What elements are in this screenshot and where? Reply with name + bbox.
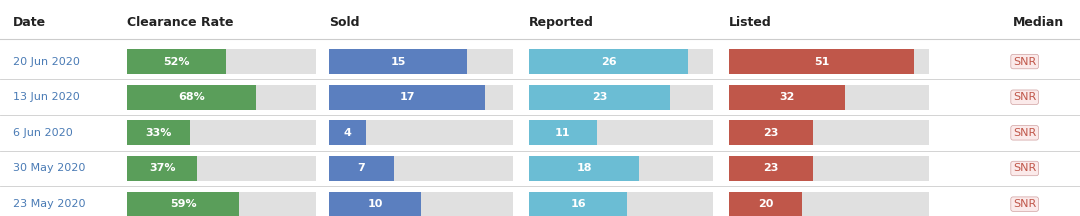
Bar [329,49,513,74]
Bar [329,192,513,216]
Text: SNR: SNR [1013,199,1037,209]
Text: 23: 23 [764,128,779,138]
Text: Reported: Reported [529,16,594,29]
Text: 18: 18 [577,164,592,173]
Text: 4: 4 [343,128,352,138]
Text: Median: Median [1013,16,1064,29]
Bar [127,192,239,216]
Text: 16: 16 [570,199,586,209]
Text: 17: 17 [400,92,415,102]
Text: 10: 10 [367,199,383,209]
Text: 6 Jun 2020: 6 Jun 2020 [13,128,72,138]
Bar [329,121,366,145]
Bar [127,49,226,74]
Bar [329,156,513,181]
Bar [529,85,713,110]
Bar [529,121,713,145]
Text: 33%: 33% [146,128,172,138]
Bar [729,192,929,216]
Bar [729,49,915,74]
Text: 15: 15 [391,57,406,67]
Text: 23: 23 [764,164,779,173]
Bar [729,49,929,74]
Text: 68%: 68% [178,92,205,102]
Bar [329,85,513,110]
Bar [529,85,670,110]
Text: 20 Jun 2020: 20 Jun 2020 [13,57,80,67]
Bar [127,49,316,74]
Bar [329,121,513,145]
Bar [127,85,256,110]
Text: 11: 11 [555,128,570,138]
Bar [127,192,316,216]
Text: 37%: 37% [149,164,176,173]
Bar [529,192,713,216]
Bar [729,156,929,181]
Text: 51: 51 [814,57,829,67]
Text: 30 May 2020: 30 May 2020 [13,164,85,173]
Text: 23: 23 [592,92,607,102]
Bar [729,85,929,110]
Bar [729,156,812,181]
Text: 13 Jun 2020: 13 Jun 2020 [13,92,80,102]
Text: 32: 32 [780,92,795,102]
Bar [529,49,713,74]
Text: SNR: SNR [1013,164,1037,173]
Bar [529,49,688,74]
Bar [529,156,713,181]
Text: SNR: SNR [1013,128,1037,138]
Text: Date: Date [13,16,46,29]
Bar [729,121,812,145]
Bar [529,121,596,145]
Text: 26: 26 [600,57,617,67]
Text: SNR: SNR [1013,57,1037,67]
Bar [127,121,190,145]
Bar [127,85,316,110]
Bar [329,156,393,181]
Bar [127,156,198,181]
Bar [127,121,316,145]
Text: 20: 20 [758,199,773,209]
Text: Sold: Sold [329,16,360,29]
Bar [329,85,486,110]
Bar [729,192,801,216]
Text: 52%: 52% [163,57,190,67]
Text: Listed: Listed [729,16,772,29]
Text: 23 May 2020: 23 May 2020 [13,199,85,209]
Bar [127,156,316,181]
Bar [529,156,639,181]
Text: 7: 7 [357,164,365,173]
Text: Clearance Rate: Clearance Rate [127,16,234,29]
Bar [329,49,467,74]
Bar [729,85,846,110]
Text: SNR: SNR [1013,92,1037,102]
Text: 59%: 59% [170,199,197,209]
Bar [329,192,421,216]
Bar [529,192,627,216]
Bar [729,121,929,145]
